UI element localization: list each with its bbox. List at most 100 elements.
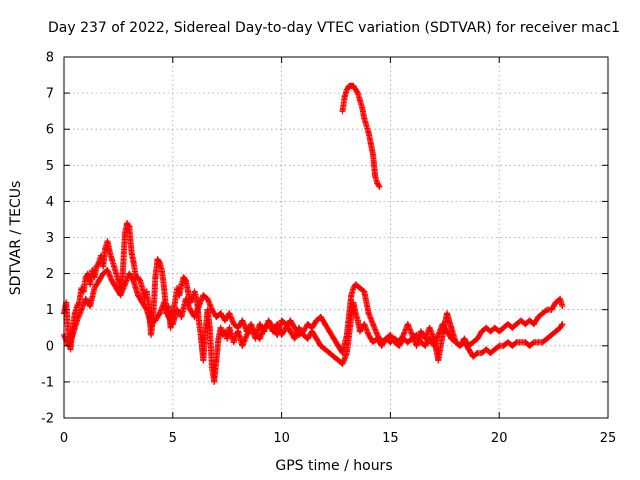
data-point (491, 346, 498, 353)
data-point (191, 288, 198, 295)
data-point (559, 321, 566, 328)
data-point (383, 335, 390, 342)
data-point (500, 342, 507, 349)
data-point (156, 310, 163, 317)
data-point (365, 310, 372, 317)
data-points (61, 82, 566, 385)
data-point (91, 285, 98, 292)
data-point (287, 317, 294, 324)
data-point (82, 295, 89, 302)
data-point (161, 285, 168, 292)
data-point (552, 328, 559, 335)
data-point (100, 270, 107, 277)
data-point (317, 313, 324, 320)
data-point (158, 266, 165, 273)
data-point (169, 321, 176, 328)
data-point (400, 335, 407, 342)
data-point (548, 331, 555, 338)
data-point (367, 140, 374, 147)
data-point (417, 339, 424, 346)
data-point (443, 328, 450, 335)
data-point (82, 274, 89, 281)
data-point (115, 277, 122, 284)
data-point (121, 230, 128, 237)
data-point (369, 339, 376, 346)
y-tick-label: -1 (41, 375, 54, 390)
data-point (404, 321, 411, 328)
data-point (413, 331, 420, 338)
data-point (341, 93, 348, 100)
data-point (544, 335, 551, 342)
data-point (396, 342, 403, 349)
data-point (478, 328, 485, 335)
data-point (483, 346, 490, 353)
data-point (470, 353, 477, 360)
x-tick-label: 5 (169, 431, 177, 446)
data-point (104, 266, 111, 273)
data-point (108, 277, 115, 284)
data-point (134, 292, 141, 299)
data-point (178, 313, 185, 320)
data-point (91, 274, 98, 281)
data-point (313, 317, 320, 324)
data-point (417, 328, 424, 335)
data-point (171, 299, 178, 306)
data-point (376, 183, 383, 190)
data-point (509, 342, 516, 349)
data-point (457, 342, 464, 349)
y-tick-label: 0 (46, 339, 54, 354)
data-point (322, 321, 329, 328)
data-point (483, 324, 490, 331)
x-tick-label: 15 (382, 431, 399, 446)
data-point (352, 310, 359, 317)
data-point (215, 335, 222, 342)
data-point (95, 259, 102, 266)
data-point (496, 328, 503, 335)
data-point (111, 263, 118, 270)
data-point (182, 295, 189, 302)
data-point (265, 321, 272, 328)
data-point (513, 321, 520, 328)
data-point (156, 259, 163, 266)
data-point (200, 292, 207, 299)
data-point (130, 277, 137, 284)
data-point (80, 288, 87, 295)
data-point (522, 321, 529, 328)
data-point (126, 223, 133, 230)
data-point (309, 324, 316, 331)
data-point (470, 339, 477, 346)
data-point (317, 342, 324, 349)
data-point (539, 310, 546, 317)
data-point (287, 328, 294, 335)
data-point (235, 324, 242, 331)
data-point (522, 339, 529, 346)
x-tick-label: 10 (273, 431, 290, 446)
data-point (93, 263, 100, 270)
data-point (504, 321, 511, 328)
data-point (174, 306, 181, 313)
data-point (504, 339, 511, 346)
x-tick-label: 0 (60, 431, 68, 446)
data-point (191, 313, 198, 320)
data-point (291, 335, 298, 342)
y-axis-label: SDTVAR / TECUs (8, 181, 24, 296)
data-point (148, 321, 155, 328)
data-point (211, 378, 218, 385)
data-point (539, 339, 546, 346)
data-point (426, 324, 433, 331)
data-point (219, 331, 226, 338)
data-point (143, 306, 150, 313)
data-point (230, 339, 237, 346)
data-point (313, 335, 320, 342)
data-point (134, 274, 141, 281)
data-point (102, 245, 109, 252)
x-tick-label: 20 (491, 431, 508, 446)
data-point (509, 324, 516, 331)
data-point (226, 310, 233, 317)
data-point (413, 342, 420, 349)
data-point (352, 86, 359, 93)
data-point (535, 313, 542, 320)
data-point (439, 321, 446, 328)
data-point (491, 324, 498, 331)
data-point (404, 339, 411, 346)
